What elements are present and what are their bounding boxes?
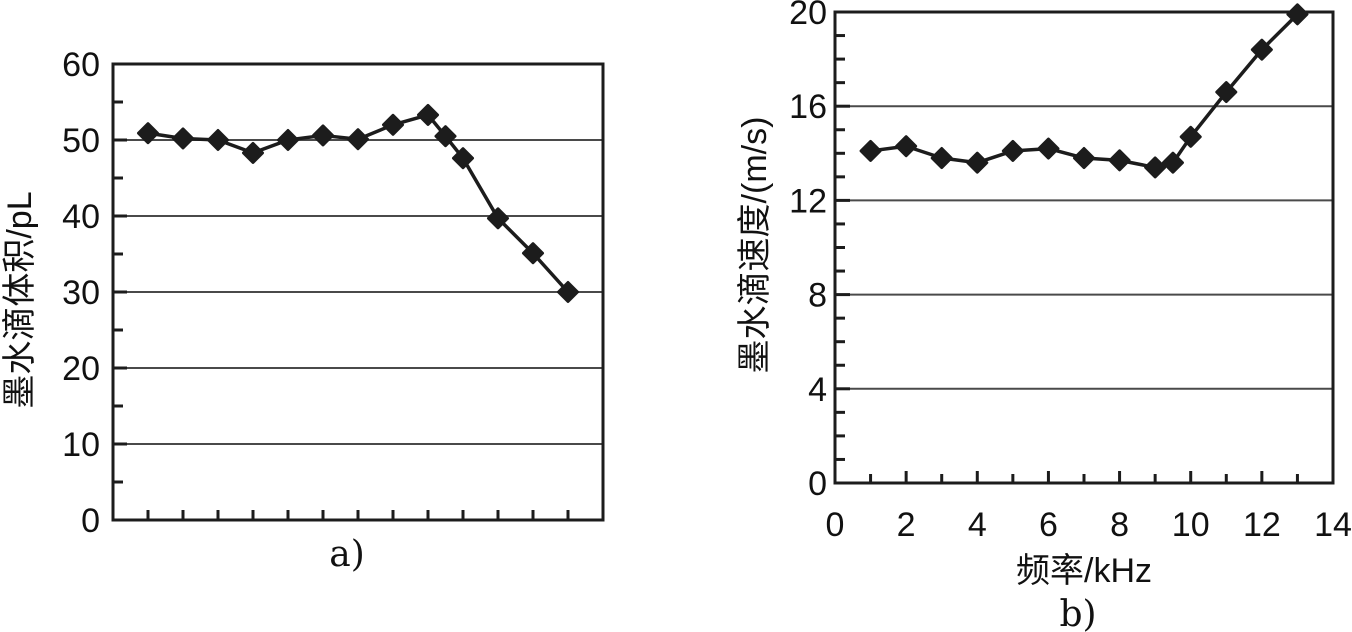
data-point-marker bbox=[417, 103, 439, 126]
x-tick-label: 10 bbox=[1172, 506, 1210, 544]
data-point-marker bbox=[522, 242, 544, 265]
y-tick-label: 60 bbox=[62, 46, 100, 84]
y-tick-label: 0 bbox=[808, 465, 827, 503]
y-tick-label: 16 bbox=[789, 88, 827, 126]
data-point-marker bbox=[1286, 3, 1309, 26]
y-tick-label: 20 bbox=[62, 350, 100, 388]
data-point-marker bbox=[487, 207, 509, 230]
data-point-marker bbox=[452, 147, 474, 170]
data-point-marker bbox=[557, 281, 579, 303]
data-point-marker bbox=[277, 129, 299, 151]
y-tick-label: 40 bbox=[62, 198, 100, 236]
data-point-marker bbox=[1250, 38, 1273, 61]
data-point-marker bbox=[1144, 156, 1167, 179]
chart-a-caption: a) bbox=[329, 534, 365, 575]
x-tick-label: 6 bbox=[1039, 506, 1058, 544]
data-point-marker bbox=[434, 125, 457, 148]
x-tick-label: 0 bbox=[826, 506, 845, 544]
y-tick-label: 12 bbox=[789, 182, 827, 220]
x-tick-label: 2 bbox=[897, 506, 916, 544]
data-point-marker bbox=[859, 139, 882, 162]
y-tick-label: 50 bbox=[62, 122, 100, 160]
data-point-marker bbox=[207, 129, 229, 151]
chart-b-plot: 0 4 8 12 16 20 0 2 4 6 8 10 12 14 bbox=[789, 0, 1352, 544]
data-point-marker bbox=[1215, 81, 1238, 104]
chart-a-y-axis-title: 墨水滴体积/pL bbox=[1, 191, 39, 409]
data-point-marker bbox=[382, 113, 404, 136]
chart-b-x-axis-title: 频率/kHz bbox=[1016, 552, 1152, 590]
data-point-marker bbox=[895, 135, 918, 158]
data-point-marker bbox=[312, 124, 334, 147]
data-point-marker bbox=[1073, 147, 1095, 170]
data-point-marker bbox=[1037, 137, 1060, 160]
x-tick-label: 8 bbox=[1110, 506, 1129, 544]
y-tick-label: 30 bbox=[62, 274, 100, 312]
chart-b-y-axis-title: 墨水滴速度/(m/s) bbox=[736, 116, 774, 374]
plot-border bbox=[833, 10, 1335, 485]
data-point-marker bbox=[930, 147, 953, 170]
data-point-marker bbox=[347, 128, 369, 151]
chart-a-plot: 0 10 20 30 40 50 60 bbox=[62, 46, 605, 540]
y-tick-label: 10 bbox=[62, 426, 100, 464]
y-tick-label: 0 bbox=[81, 502, 100, 540]
plot-border bbox=[111, 62, 605, 522]
data-point-marker bbox=[1179, 125, 1202, 148]
data-point-marker bbox=[137, 122, 159, 145]
data-point-marker bbox=[172, 127, 194, 150]
data-point-marker bbox=[966, 151, 989, 174]
data-point-marker bbox=[1161, 151, 1184, 174]
data-point-marker bbox=[1108, 149, 1131, 172]
data-point-marker bbox=[242, 141, 264, 164]
data-point-marker bbox=[1001, 139, 1024, 162]
chart-b-caption: b) bbox=[1059, 594, 1097, 632]
y-tick-label: 20 bbox=[789, 0, 827, 32]
y-tick-label: 8 bbox=[808, 277, 827, 315]
x-tick-label: 14 bbox=[1314, 506, 1352, 544]
x-tick-label: 4 bbox=[968, 506, 987, 544]
chart-a: 0 10 20 30 40 50 60 墨水滴体积/pL a) bbox=[0, 0, 660, 632]
x-tick-label: 12 bbox=[1243, 506, 1281, 544]
y-tick-label: 4 bbox=[808, 371, 827, 409]
chart-b: 0 4 8 12 16 20 0 2 4 6 8 10 12 14 墨水滴速度/(m/s) 频率/kHz … bbox=[660, 0, 1352, 632]
